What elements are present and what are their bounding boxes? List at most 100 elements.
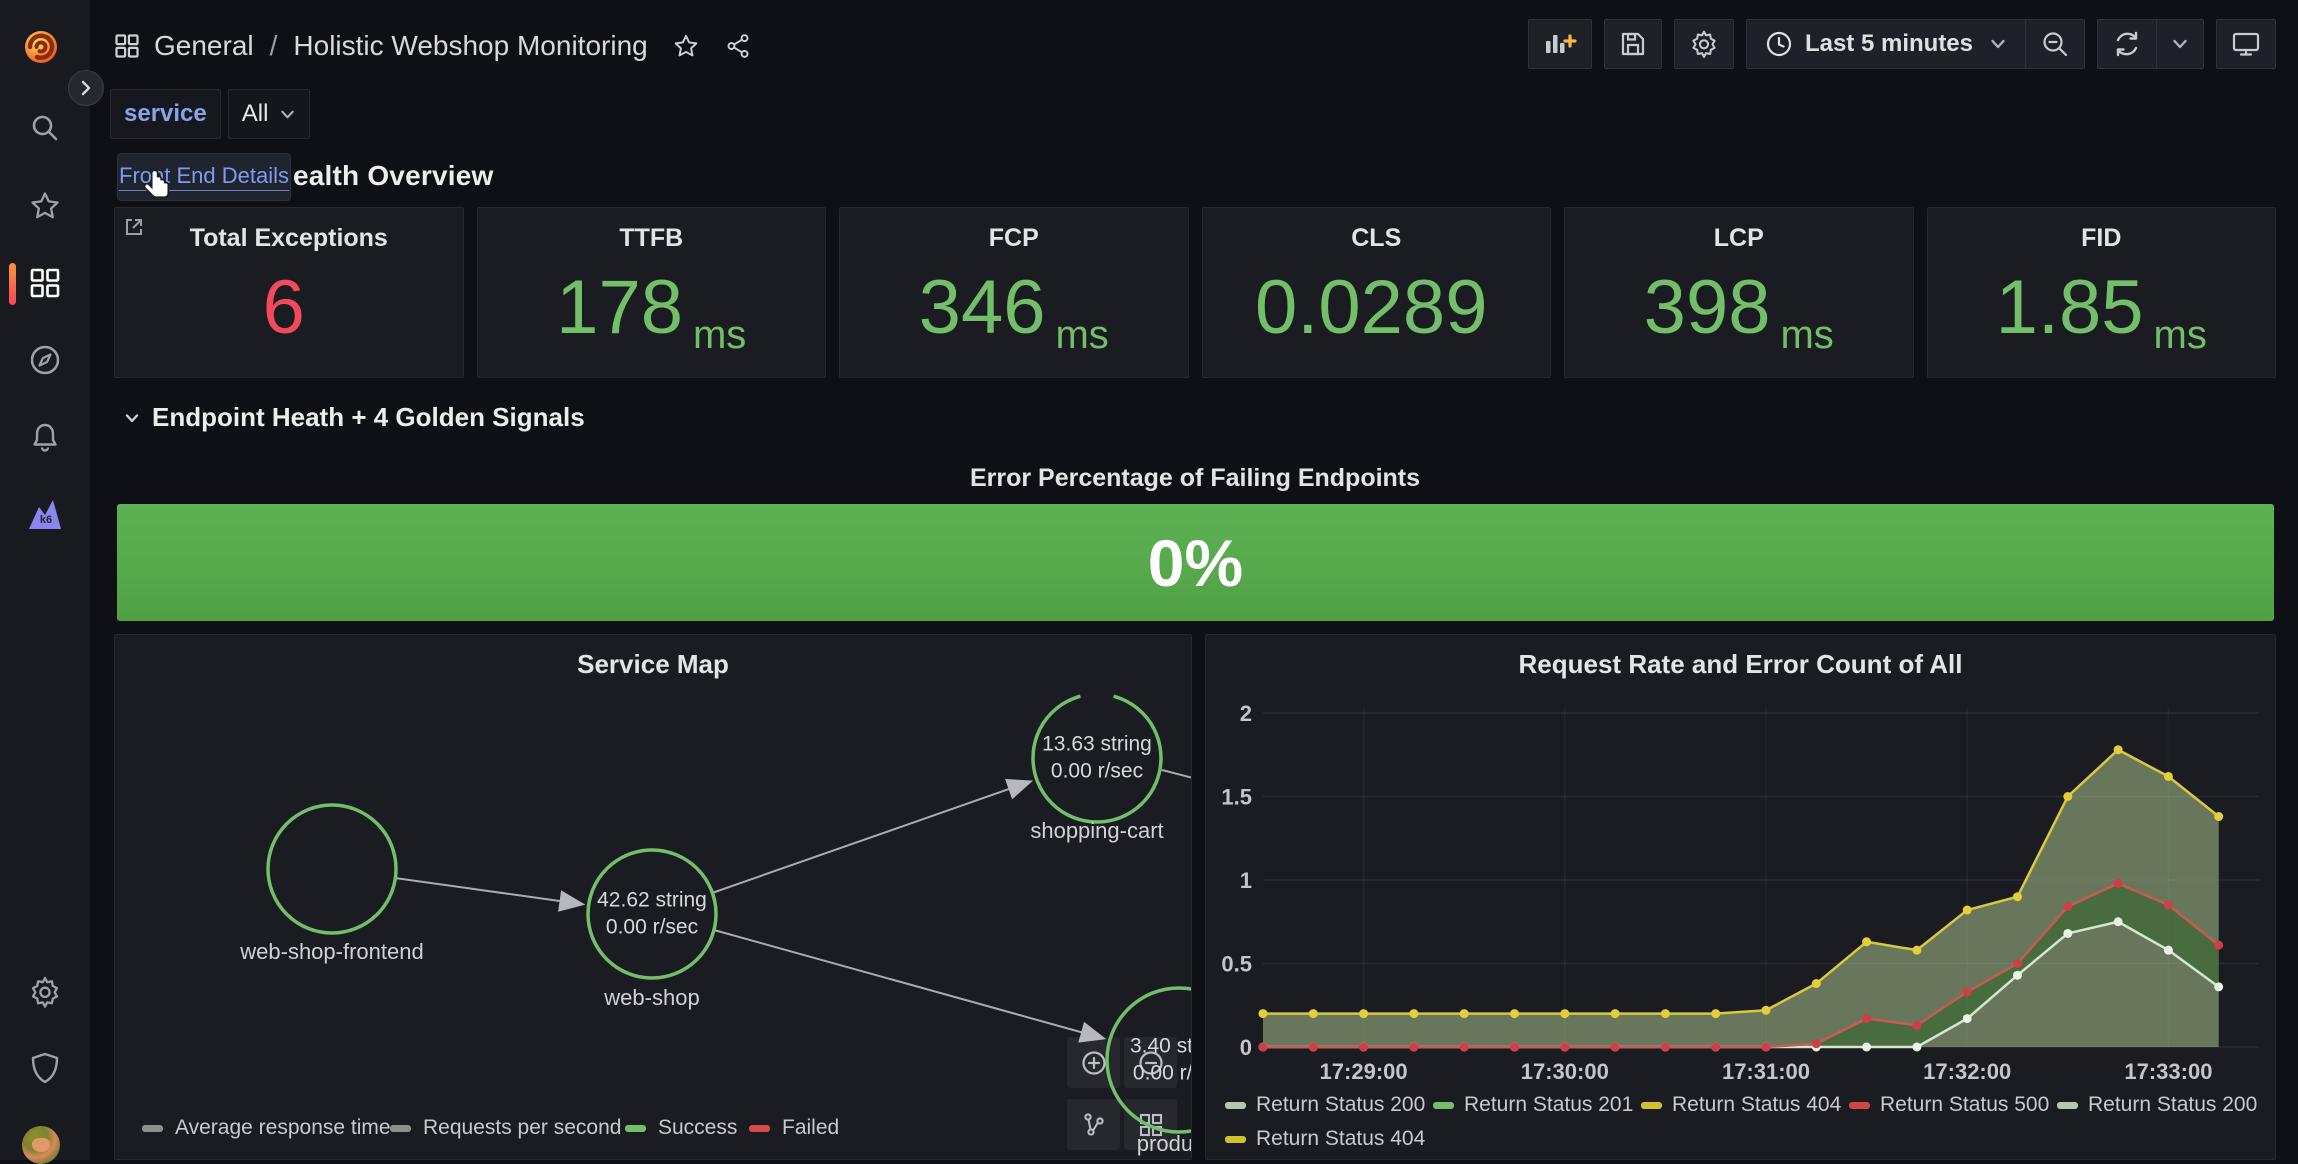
front-end-details-link[interactable]: Front End Details [117, 153, 291, 201]
zoom-in-button[interactable] [1067, 1037, 1120, 1088]
chart-legend-item[interactable]: Return Status 200 [2057, 1093, 2265, 1117]
svg-text:13.63 string: 13.63 string [1042, 733, 1152, 756]
legend-label: Return Status 200 [1256, 1093, 1426, 1116]
dashboard-settings-button[interactable] [1673, 19, 1734, 69]
legend-label: Return Status 500 [1880, 1093, 2050, 1116]
chart-legend-item[interactable]: Return Status 201 [1433, 1093, 1641, 1117]
bell-icon[interactable] [0, 409, 90, 465]
legend-color-dash [1225, 1135, 1246, 1143]
kiosk-mode-button[interactable] [2216, 19, 2276, 69]
svg-text:0.5: 0.5 [1221, 952, 1252, 977]
dashboards-icon[interactable] [0, 255, 90, 311]
search-icon[interactable] [0, 100, 90, 156]
legend-color-dash [2057, 1101, 2078, 1109]
svg-text:17:31:00: 17:31:00 [1722, 1059, 1810, 1084]
refresh-button[interactable] [2097, 19, 2157, 69]
service-map-edge [1161, 769, 1191, 779]
variable-value: All [241, 100, 269, 127]
svg-text:0: 0 [1240, 1035, 1252, 1060]
user-avatar[interactable] [22, 1126, 60, 1164]
chart-legend-item[interactable]: Return Status 404 [1641, 1093, 1849, 1117]
gear-icon[interactable] [0, 964, 90, 1020]
stat-title[interactable]: FCP [988, 224, 1039, 252]
breadcrumb: General / Holistic Webshop Monitoring [114, 26, 752, 66]
stat-title[interactable]: FID [2081, 224, 2122, 252]
error-percentage-value: 0% [1147, 525, 1244, 600]
legend-label: Requests per second [423, 1116, 622, 1139]
refresh-interval-dropdown[interactable] [2157, 19, 2204, 69]
legend-color-dash [142, 1124, 163, 1132]
service-map-edge [711, 778, 1034, 894]
stat-title[interactable]: CLS [1351, 224, 1402, 252]
star-dashboard-icon[interactable] [672, 32, 700, 60]
error-panel-title[interactable]: Error Percentage of Failing Endpoints [969, 464, 1421, 492]
star-icon[interactable] [0, 178, 90, 234]
svg-text:0.00 r/sec: 0.00 r/sec [606, 916, 698, 939]
dashboard-title[interactable]: Holistic Webshop Monitoring [293, 30, 648, 61]
stat-panel: CLS 0.0289 [1201, 207, 1551, 378]
chart-legend-item[interactable]: Return Status 500 [1849, 1093, 2057, 1117]
map-legend-item[interactable]: Requests per second [390, 1116, 621, 1140]
map-legend-item[interactable]: Success [625, 1116, 737, 1140]
service-map-title[interactable]: Service Map [577, 649, 729, 679]
row-title-golden-signals[interactable]: Endpoint Heath + 4 Golden Signals [122, 402, 585, 433]
zoom-out-time-button[interactable] [2026, 19, 2085, 69]
clock-icon [1766, 31, 1792, 57]
mouse-cursor [143, 168, 177, 206]
legend-color-dash [1641, 1101, 1662, 1109]
breadcrumb-separator: / [269, 30, 278, 61]
stat-value: 0.0289 [1255, 265, 1488, 350]
legend-color-dash [1433, 1101, 1454, 1109]
request-rate-title[interactable]: Request Rate and Error Count of All [1518, 649, 1963, 679]
svg-text:shopping-cart: shopping-cart [1030, 818, 1163, 843]
variable-label: service [110, 89, 221, 139]
chart-legend-item[interactable]: Return Status 404 [1225, 1127, 1433, 1151]
svg-text:2: 2 [1240, 701, 1252, 726]
apps-grid-icon [114, 33, 140, 59]
variable-value-dropdown[interactable]: All [227, 89, 311, 139]
external-link-icon[interactable] [123, 216, 145, 238]
svg-text:1: 1 [1240, 868, 1252, 893]
map-legend-item[interactable]: Average response time [142, 1116, 391, 1140]
request-rate-panel: Request Rate and Error Count of All 0 0.5… [1205, 634, 2276, 1160]
time-range-picker[interactable]: Last 5 minutes [1745, 19, 2026, 69]
request-rate-chart: 0 0.5 1 1.5 2 17:29:00 17:30:00 17:31:00 17:32:0… [1221, 701, 2259, 1084]
zoom-out-button[interactable] [1124, 1037, 1177, 1088]
service-map-edge [394, 877, 586, 912]
k6-icon[interactable]: k6 [0, 487, 90, 543]
map-legend-item[interactable]: Failed [749, 1116, 839, 1140]
share-icon[interactable] [724, 32, 752, 60]
save-dashboard-button[interactable] [1603, 19, 1662, 69]
legend-label: Success [658, 1116, 738, 1139]
legend-label: Return Status 404 [1672, 1093, 1842, 1116]
stat-title[interactable]: TTFB [619, 224, 684, 252]
shield-icon[interactable] [0, 1040, 90, 1096]
legend-color-dash [390, 1124, 411, 1132]
service-map-panel: Service Map web-shop-frontend 42.62 strin… [114, 634, 1192, 1160]
service-map-node [1031, 692, 1163, 824]
legend-color-dash [1225, 1101, 1246, 1109]
svg-text:42.62 string: 42.62 string [597, 889, 707, 912]
chart-legend-row-1: Return Status 200 Return Status 201 Return… [1225, 1093, 2265, 1117]
stat-title[interactable]: Total Exceptions [189, 224, 388, 252]
legend-label: Average response time [175, 1116, 391, 1139]
compass-icon[interactable] [0, 332, 90, 388]
legend-label: Return Status 404 [1256, 1127, 1426, 1150]
chevron-down-icon [281, 110, 295, 118]
row-title-front-end[interactable]: ealth Overview [293, 160, 494, 191]
add-panel-button[interactable] [1527, 19, 1592, 69]
row-title-label: Endpoint Heath + 4 Golden Signals [152, 402, 585, 432]
chart-legend-row-2: Return Status 404 [1225, 1127, 2265, 1151]
chart-legend-item[interactable]: Return Status 200 [1225, 1093, 1433, 1117]
legend-color-dash [1849, 1101, 1870, 1109]
svg-text:17:29:00: 17:29:00 [1320, 1059, 1408, 1084]
sidebar-expand-button[interactable] [68, 70, 104, 106]
stat-value: 346 ms [918, 265, 1109, 357]
legend-color-dash [625, 1124, 646, 1132]
stat-panel: Total Exceptions 6 [114, 207, 464, 378]
breadcrumb-section[interactable]: General [154, 30, 254, 61]
time-range-label: Last 5 minutes [1804, 30, 1973, 57]
legend-label: Return Status 201 [1464, 1093, 1634, 1116]
stat-title[interactable]: LCP [1713, 224, 1764, 252]
grafana-logo-icon[interactable] [22, 27, 60, 65]
